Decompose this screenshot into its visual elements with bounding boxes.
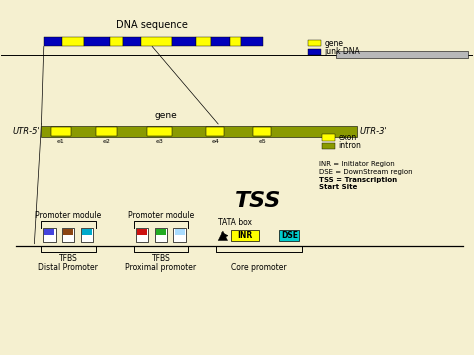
- Text: exon: exon: [338, 133, 356, 142]
- Bar: [241, 37, 264, 47]
- Bar: [41, 126, 357, 137]
- Bar: [197, 37, 210, 47]
- Text: e1: e1: [57, 139, 64, 144]
- Bar: [173, 228, 186, 242]
- Bar: [136, 228, 148, 242]
- Text: e4: e4: [211, 139, 219, 144]
- Text: Proximal promoter: Proximal promoter: [125, 263, 196, 272]
- Bar: [231, 230, 259, 241]
- Bar: [279, 230, 299, 241]
- Text: INR: INR: [237, 231, 253, 240]
- Text: TSS = Transcription: TSS = Transcription: [319, 177, 398, 183]
- Bar: [175, 229, 185, 235]
- Text: e3: e3: [156, 139, 164, 144]
- Text: gene: gene: [324, 39, 343, 48]
- Text: UTR-5': UTR-5': [13, 127, 40, 136]
- Bar: [322, 134, 335, 141]
- Bar: [44, 37, 62, 47]
- Bar: [147, 127, 172, 136]
- Bar: [63, 229, 73, 235]
- Bar: [137, 229, 147, 235]
- Text: Promoter module: Promoter module: [128, 211, 194, 220]
- Bar: [43, 228, 55, 242]
- Text: TATA box: TATA box: [218, 218, 252, 227]
- Bar: [155, 228, 167, 242]
- Bar: [62, 228, 74, 242]
- Bar: [44, 229, 54, 235]
- Text: Start Site: Start Site: [319, 184, 358, 190]
- Text: TFBS: TFBS: [152, 254, 170, 263]
- Bar: [123, 37, 141, 47]
- Bar: [141, 37, 172, 47]
- Bar: [206, 127, 224, 136]
- Text: DSE = DownStream region: DSE = DownStream region: [319, 169, 413, 175]
- Bar: [336, 51, 468, 59]
- Text: DNA sequence: DNA sequence: [116, 20, 188, 30]
- Bar: [230, 37, 241, 47]
- Text: INR = Initiator Region: INR = Initiator Region: [319, 161, 395, 167]
- Text: DSE: DSE: [281, 231, 298, 240]
- Bar: [84, 37, 110, 47]
- Text: junk DNA: junk DNA: [324, 48, 360, 56]
- Bar: [51, 127, 71, 136]
- Text: UTR-3': UTR-3': [359, 127, 387, 136]
- Text: gene: gene: [155, 111, 178, 120]
- Bar: [308, 49, 321, 55]
- Text: intron: intron: [338, 141, 361, 150]
- Bar: [156, 229, 166, 235]
- Bar: [110, 37, 123, 47]
- Bar: [96, 127, 117, 136]
- Text: TFBS: TFBS: [59, 254, 78, 263]
- Bar: [254, 127, 272, 136]
- Text: e2: e2: [102, 139, 110, 144]
- Bar: [81, 228, 93, 242]
- Text: Promoter module: Promoter module: [35, 211, 101, 220]
- Polygon shape: [218, 231, 228, 241]
- Bar: [62, 37, 84, 47]
- Text: Distal Promoter: Distal Promoter: [38, 263, 98, 272]
- Bar: [82, 229, 92, 235]
- Bar: [308, 40, 321, 47]
- Text: Core promoter: Core promoter: [231, 263, 287, 272]
- Text: e5: e5: [259, 139, 266, 144]
- Bar: [210, 37, 230, 47]
- Bar: [172, 37, 197, 47]
- Text: TSS: TSS: [235, 191, 282, 211]
- Bar: [322, 143, 335, 149]
